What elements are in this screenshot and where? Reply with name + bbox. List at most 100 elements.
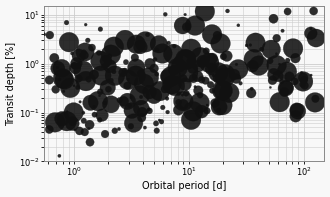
Point (274, 64, 279, 67)
Point (172, 68, 177, 71)
Point (138, 45, 143, 48)
Point (141, 82, 147, 85)
Point (139, 95, 144, 98)
Point (151, 94, 157, 97)
Point (59, 117, 64, 120)
Point (176, 92, 182, 95)
Point (219, 89, 225, 92)
Point (57, 78, 62, 81)
Point (89, 46, 95, 49)
Point (81, 119, 86, 122)
Point (192, 65, 197, 68)
Point (47, 78, 52, 82)
Point (111, 45, 116, 48)
Point (60, 77, 66, 80)
Point (81, 69, 86, 72)
Point (106, 88, 111, 91)
Point (98, 90, 103, 93)
Point (121, 100, 126, 103)
X-axis label: Orbital period [d]: Orbital period [d] (142, 181, 226, 191)
Point (53, 88, 58, 91)
Point (86, 78, 91, 81)
Point (103, 59, 109, 63)
Point (138, 72, 144, 75)
Point (197, 101, 202, 104)
Point (222, 73, 228, 76)
Point (180, 93, 185, 97)
Point (143, 40, 148, 43)
Point (64, 21, 69, 24)
Point (77, 129, 82, 133)
Point (183, 92, 189, 95)
Point (55, 67, 60, 70)
Point (224, 54, 229, 58)
Point (88, 101, 93, 104)
Point (151, 67, 157, 70)
Point (175, 64, 180, 68)
Point (253, 41, 258, 44)
Point (147, 62, 152, 65)
Point (220, 104, 225, 107)
Point (277, 63, 282, 66)
Point (73, 67, 78, 70)
Point (292, 80, 297, 83)
Point (268, 86, 273, 89)
Point (154, 129, 159, 132)
Point (210, 89, 215, 92)
Point (41, 33, 47, 36)
Point (226, 89, 231, 92)
Point (186, 71, 191, 74)
Point (154, 48, 160, 51)
Point (102, 101, 108, 104)
Point (169, 84, 174, 87)
Point (248, 92, 254, 95)
Point (302, 78, 308, 81)
Point (308, 32, 314, 35)
Point (196, 89, 201, 92)
Point (267, 59, 273, 62)
Point (152, 58, 157, 61)
Point (147, 108, 152, 111)
Point (122, 69, 127, 72)
Point (232, 73, 237, 76)
Point (293, 57, 298, 60)
Point (109, 79, 114, 82)
Point (225, 9, 230, 13)
Point (222, 76, 228, 79)
Point (64, 110, 70, 113)
Point (238, 82, 243, 85)
Point (301, 79, 307, 82)
Point (165, 111, 170, 114)
Point (125, 78, 131, 81)
Point (92, 113, 97, 116)
Point (175, 66, 180, 70)
Point (193, 85, 198, 88)
Point (112, 74, 117, 77)
Point (313, 97, 318, 100)
Point (98, 59, 103, 62)
Point (192, 24, 198, 27)
Point (301, 76, 306, 79)
Point (131, 122, 136, 125)
Point (181, 99, 186, 103)
Point (183, 58, 189, 61)
Point (250, 65, 255, 68)
Point (176, 109, 181, 112)
Point (188, 57, 194, 60)
Point (91, 105, 97, 108)
Point (248, 44, 253, 47)
Point (64, 120, 69, 123)
Point (61, 72, 66, 75)
Point (139, 107, 144, 110)
Point (71, 84, 77, 87)
Point (184, 26, 189, 29)
Point (271, 73, 276, 76)
Point (214, 34, 220, 37)
Point (111, 70, 116, 73)
Point (309, 73, 314, 77)
Point (249, 87, 254, 90)
Point (276, 75, 281, 78)
Point (129, 109, 135, 112)
Point (280, 29, 285, 32)
Point (52, 56, 57, 59)
